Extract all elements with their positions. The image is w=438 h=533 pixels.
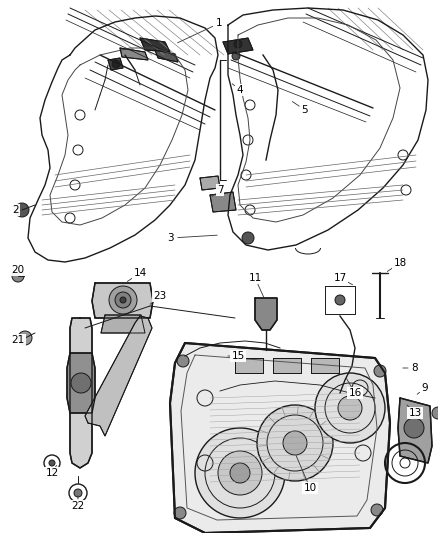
- Text: 23: 23: [153, 291, 166, 301]
- Text: 14: 14: [134, 268, 147, 278]
- Circle shape: [74, 489, 82, 497]
- Circle shape: [218, 451, 262, 495]
- Circle shape: [315, 373, 385, 443]
- Circle shape: [109, 286, 137, 314]
- Circle shape: [374, 365, 386, 377]
- Text: 10: 10: [304, 483, 317, 493]
- Text: 3: 3: [167, 233, 174, 243]
- Text: 2: 2: [12, 205, 19, 215]
- Circle shape: [432, 407, 438, 419]
- Circle shape: [242, 232, 254, 244]
- Polygon shape: [67, 353, 95, 413]
- Text: 8: 8: [412, 363, 418, 373]
- Circle shape: [12, 270, 24, 282]
- Polygon shape: [108, 58, 123, 70]
- Polygon shape: [101, 315, 145, 333]
- Circle shape: [338, 396, 362, 420]
- Text: 12: 12: [46, 468, 59, 478]
- Circle shape: [112, 60, 120, 68]
- Polygon shape: [120, 48, 148, 60]
- Polygon shape: [85, 316, 152, 436]
- Text: 21: 21: [11, 335, 25, 345]
- Circle shape: [234, 40, 242, 48]
- Circle shape: [15, 203, 29, 217]
- Polygon shape: [170, 343, 390, 533]
- Text: 5: 5: [302, 105, 308, 115]
- Polygon shape: [398, 398, 432, 463]
- Text: 1: 1: [215, 19, 223, 28]
- Circle shape: [195, 428, 285, 518]
- Circle shape: [177, 355, 189, 367]
- Text: 15: 15: [231, 351, 245, 361]
- Polygon shape: [235, 358, 263, 373]
- Polygon shape: [223, 38, 253, 54]
- Circle shape: [335, 295, 345, 305]
- Circle shape: [230, 463, 250, 483]
- Text: 22: 22: [71, 501, 85, 511]
- Circle shape: [404, 418, 424, 438]
- Polygon shape: [140, 38, 170, 52]
- Text: 9: 9: [422, 383, 428, 393]
- Text: 20: 20: [11, 265, 25, 275]
- Polygon shape: [273, 358, 301, 373]
- Polygon shape: [311, 358, 339, 373]
- Polygon shape: [255, 298, 277, 330]
- Circle shape: [71, 373, 91, 393]
- Circle shape: [371, 504, 383, 516]
- Text: 11: 11: [248, 273, 261, 283]
- Circle shape: [49, 460, 55, 466]
- Polygon shape: [92, 283, 153, 318]
- Polygon shape: [200, 176, 220, 190]
- Text: 17: 17: [333, 273, 346, 283]
- Circle shape: [120, 297, 126, 303]
- Text: 16: 16: [348, 388, 362, 398]
- Text: 7: 7: [217, 185, 223, 195]
- Circle shape: [115, 292, 131, 308]
- Circle shape: [174, 507, 186, 519]
- Polygon shape: [70, 318, 92, 468]
- Polygon shape: [155, 50, 178, 62]
- Circle shape: [283, 431, 307, 455]
- Circle shape: [232, 52, 240, 60]
- Circle shape: [18, 331, 32, 345]
- Text: 18: 18: [393, 258, 406, 268]
- Circle shape: [261, 349, 271, 359]
- Text: 13: 13: [408, 408, 422, 418]
- Polygon shape: [210, 192, 236, 212]
- Circle shape: [257, 405, 333, 481]
- Text: 4: 4: [237, 85, 244, 95]
